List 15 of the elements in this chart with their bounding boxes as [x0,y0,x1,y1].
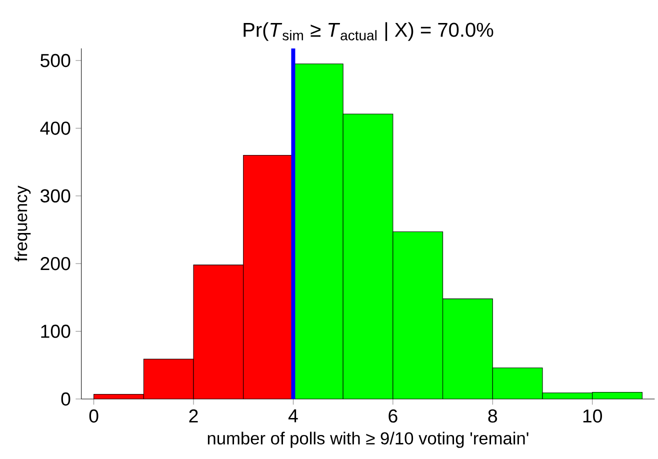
x-tick-label: 10 [583,409,602,423]
x-axis-title: number of polls with ≥ 9/10 voting 'remain' [208,432,528,448]
x-tick-label: 0 [89,409,98,423]
x-tick-label: 2 [189,409,198,422]
x-tick-label: 6 [388,409,398,423]
y-tick-label: 100 [41,324,70,338]
y-tick-label: 0 [61,392,70,406]
y-axis-title: frequency [14,186,31,262]
x-tick-label: 4 [288,409,298,422]
y-tick-label: 400 [40,122,70,135]
chart-title: Pr(T$_{sim}$ ≥ T$_{actual}$ | X) = 70.0% [244,22,494,41]
x-tick-label: 8 [488,409,498,423]
y-tick-label: 200 [40,256,70,270]
y-tick-label: 300 [40,189,70,203]
y-tick-label: 500 [40,54,70,68]
